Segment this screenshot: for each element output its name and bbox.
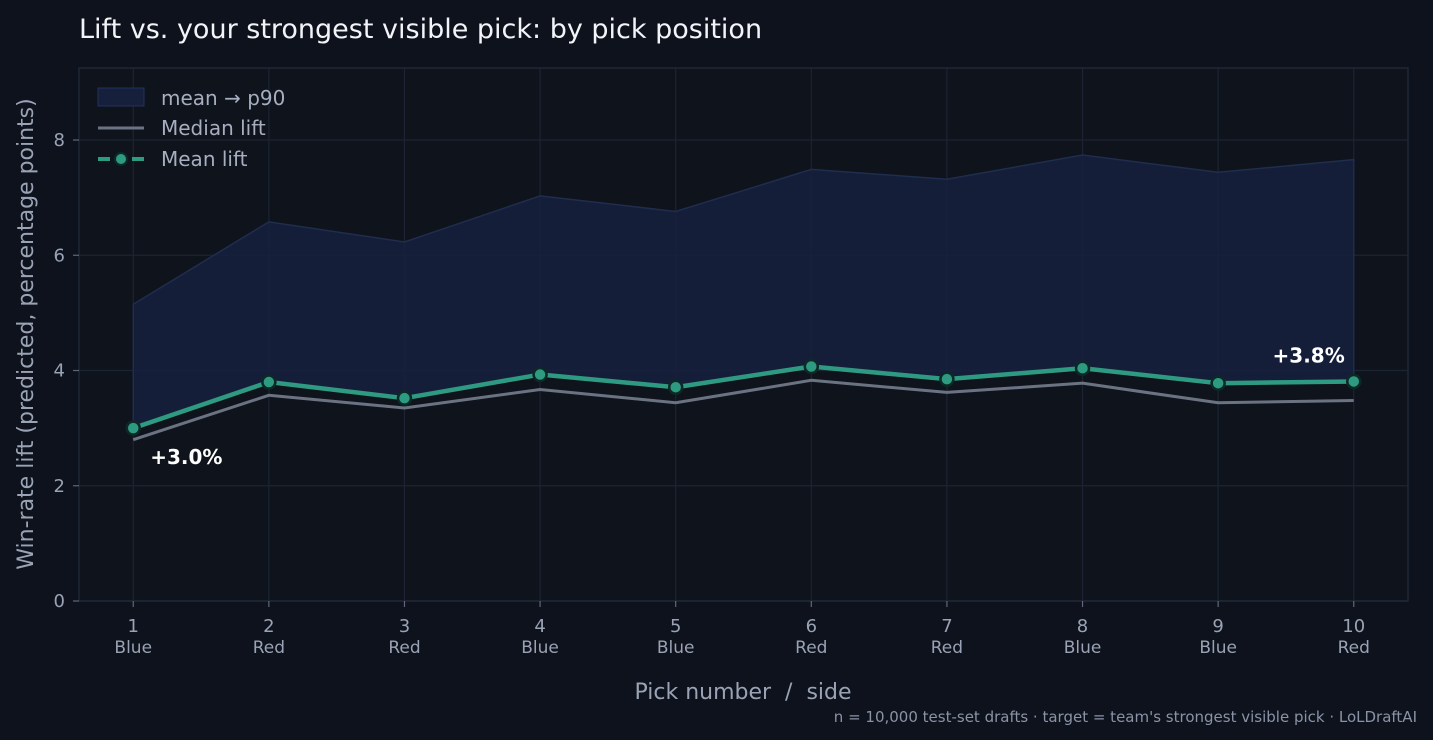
footnote: n = 10,000 test-set drafts · target = te…	[834, 708, 1417, 726]
mean-lift-point	[1074, 360, 1091, 376]
chart-title: Lift vs. your strongest visible pick: by…	[79, 14, 762, 45]
x-tick-sublabel: Blue	[521, 638, 559, 658]
x-tick-sublabel: Blue	[1064, 638, 1102, 658]
x-tick-sublabel: Blue	[657, 638, 695, 658]
x-tick-label: 5	[670, 616, 681, 637]
x-tick-label: 6	[806, 616, 817, 637]
annotation-first-mean: +3.0%	[150, 445, 222, 469]
mean-lift-line	[132, 364, 1354, 431]
legend-mean-label: Mean lift	[161, 147, 248, 171]
mean-lift-point	[1346, 373, 1362, 390]
x-axis-label: Pick number / side	[634, 680, 851, 705]
y-tick-label: 2	[54, 476, 65, 497]
legend: mean → p90 Median lift Mean lift	[97, 86, 285, 171]
y-axis-label: Win-rate lift (predicted, percentage poi…	[14, 98, 39, 569]
x-tick-label: 10	[1342, 616, 1365, 637]
x-tick-sublabel: Red	[795, 638, 827, 658]
mean-lift-point	[1210, 375, 1226, 391]
y-tick-label: 0	[54, 591, 65, 612]
y-axis-ticks: 0 2 4 6 8	[54, 130, 79, 612]
median-lift-line	[132, 378, 1354, 442]
mean-lift-point	[939, 371, 955, 387]
mean-lift-point	[532, 366, 548, 383]
annotation-last-mean: +3.8%	[1273, 343, 1345, 367]
mean-lift-point	[667, 379, 684, 395]
x-tick-label: 2	[263, 616, 274, 637]
legend-band-label: mean → p90	[161, 86, 285, 110]
x-tick-sublabel: Red	[931, 638, 963, 658]
x-tick-label: 1	[128, 616, 139, 637]
x-tick-label: 3	[399, 616, 410, 637]
x-tick-sublabel: Red	[388, 638, 420, 658]
legend-mean-marker	[114, 152, 128, 166]
mean-lift-point	[396, 390, 413, 406]
x-tick-label: 7	[941, 616, 952, 637]
mean-lift-point	[125, 420, 141, 436]
x-axis-ticks: 1Blue2Red3Red4Blue5Blue6Red7Red8Blue9Blu…	[114, 601, 1370, 658]
x-tick-label: 8	[1077, 616, 1088, 637]
legend-median-label: Median lift	[161, 116, 266, 140]
y-tick-label: 8	[54, 130, 65, 151]
legend-band-swatch	[97, 87, 145, 107]
x-tick-label: 4	[534, 616, 545, 637]
x-tick-sublabel: Red	[1338, 638, 1370, 658]
x-tick-sublabel: Red	[253, 638, 285, 658]
y-tick-label: 4	[54, 361, 65, 382]
mean-lift-point	[803, 358, 820, 375]
x-tick-sublabel: Blue	[114, 638, 152, 658]
mean-lift-points	[125, 358, 1362, 436]
y-tick-label: 6	[54, 245, 65, 266]
x-tick-sublabel: Blue	[1199, 638, 1237, 658]
plot-frame	[78, 67, 1409, 602]
mean-lift-point	[261, 374, 277, 390]
x-tick-label: 9	[1212, 616, 1223, 637]
